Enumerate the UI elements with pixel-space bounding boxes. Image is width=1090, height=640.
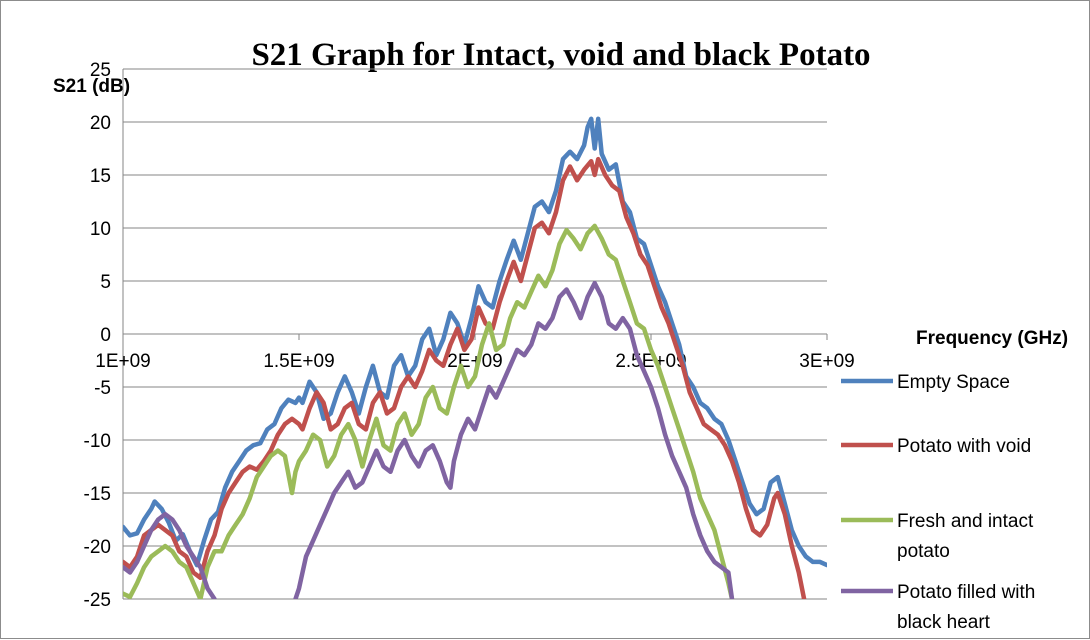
legend: Empty Space Potato with void Fresh and int… bbox=[841, 372, 1035, 633]
y-tick-label: 5 bbox=[100, 272, 111, 293]
legend-label: Potato filled with bbox=[897, 582, 1035, 603]
axes bbox=[122, 69, 828, 599]
y-tick-label: 20 bbox=[90, 113, 111, 134]
x-tick-label: 2.5E+09 bbox=[615, 351, 686, 372]
legend-label: Empty Space bbox=[897, 372, 1010, 393]
x-tick-label: 1.5E+09 bbox=[263, 351, 334, 372]
y-tick-label: 10 bbox=[90, 219, 111, 240]
legend-label: black heart bbox=[897, 612, 991, 633]
legend-entry: Potato with void bbox=[841, 436, 1031, 457]
gridlines bbox=[123, 68, 827, 600]
y-tick-label: -10 bbox=[84, 431, 111, 452]
series-line bbox=[293, 280, 735, 599]
y-tick-label: 25 bbox=[90, 60, 111, 81]
x-tick-label: 1E+09 bbox=[95, 351, 150, 372]
y-tick-label: -20 bbox=[84, 537, 111, 558]
plot-area-series bbox=[123, 116, 827, 599]
series-line bbox=[123, 156, 807, 599]
y-tick-label: 15 bbox=[90, 166, 111, 187]
y-axis-title: S21 (dB) bbox=[53, 76, 130, 97]
x-tick-labels: 1E+09 1.5E+09 2E+09 2.5E+09 3E+09 bbox=[95, 351, 854, 372]
x-tick-label: 3E+09 bbox=[799, 351, 854, 372]
y-tick-label: -5 bbox=[94, 378, 111, 399]
y-tick-label: -25 bbox=[84, 590, 111, 611]
series-line bbox=[123, 511, 217, 599]
legend-label: Potato with void bbox=[897, 436, 1031, 457]
legend-label: Fresh and intact bbox=[897, 511, 1034, 532]
y-tick-labels: 25 20 15 10 5 0 -5 -10 -15 -20 -25 bbox=[84, 60, 111, 611]
chart-title: S21 Graph for Intact, void and black Pot… bbox=[251, 37, 870, 73]
y-tick-label: -15 bbox=[84, 484, 111, 505]
series-line bbox=[123, 223, 735, 599]
series-group bbox=[123, 116, 827, 599]
series-line bbox=[123, 116, 827, 568]
legend-entry: Empty Space bbox=[841, 372, 1010, 393]
legend-entry: Fresh and intact potato bbox=[841, 511, 1034, 562]
legend-label: potato bbox=[897, 541, 950, 562]
y-tick-label: 0 bbox=[100, 325, 111, 346]
legend-entry: Potato filled with black heart bbox=[841, 582, 1035, 633]
x-axis-title: Frequency (GHz) bbox=[916, 328, 1068, 349]
